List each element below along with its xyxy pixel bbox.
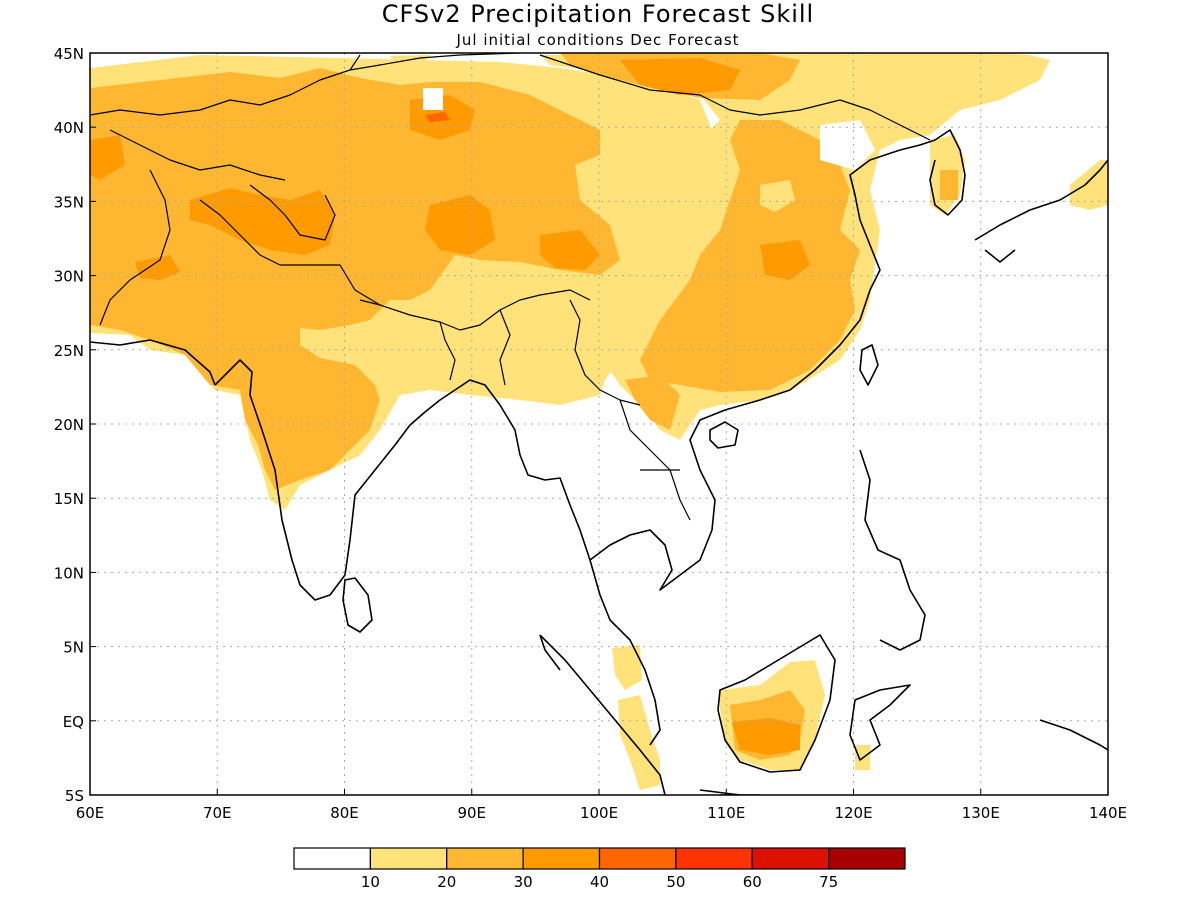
- legend-swatch: [369, 847, 448, 870]
- skill-shading-30-40: [90, 58, 810, 755]
- lon-tick-label: 130E: [962, 804, 1000, 822]
- legend-label: 20: [437, 873, 456, 891]
- map-title: CFSv2 Precipitation Forecast Skill: [382, 0, 814, 28]
- lat-tick-label: 20N: [54, 416, 84, 434]
- lon-tick-label: 70E: [203, 804, 232, 822]
- new-guinea-coast: [1039, 719, 1108, 751]
- legend-label: 10: [361, 873, 380, 891]
- lat-tick-label: 45N: [54, 45, 84, 63]
- latitude-tick-labels: 45N 40N 35N 30N 25N 20N 15N 10N 5N EQ 5S: [54, 45, 96, 805]
- plot-area: 60E 70E 80E 90E 100E 110E 120E 130E 140E 45N 40N 3…: [54, 45, 1127, 822]
- legend-swatch: [675, 847, 753, 870]
- colorbar-legend: 10 20 30 40 50 60 75: [293, 847, 906, 891]
- india-coast: [214, 359, 456, 601]
- legend-swatch: [598, 847, 677, 870]
- sulawesi-coast: [849, 684, 911, 761]
- bay-of-bengal-coast: [454, 379, 661, 746]
- lon-tick-label: 100E: [580, 804, 618, 822]
- lon-tick-label: 90E: [457, 804, 486, 822]
- legend-swatch: [293, 847, 371, 870]
- lat-tick-label: 5N: [63, 639, 84, 657]
- philippines-coast: [859, 449, 926, 651]
- lon-tick-label: 80E: [330, 804, 359, 822]
- legend-swatch: [751, 847, 830, 870]
- lat-tick-label: EQ: [63, 713, 84, 731]
- lat-tick-label: 35N: [54, 193, 84, 211]
- lat-tick-label: 10N: [54, 564, 84, 582]
- lat-tick-label: 15N: [54, 490, 84, 508]
- pakistan-coast: [90, 339, 216, 386]
- lon-tick-label: 110E: [707, 804, 745, 822]
- japan-coast: [974, 159, 1108, 263]
- lat-tick-label: 5S: [65, 787, 84, 805]
- lon-tick-label: 60E: [76, 804, 105, 822]
- sumatra-coast: [539, 634, 666, 795]
- lon-tick-label: 140E: [1089, 804, 1127, 822]
- skill-shading-40-50: [425, 112, 450, 122]
- legend-swatch: [828, 847, 906, 870]
- lat-tick-label: 30N: [54, 268, 84, 286]
- china-coast: [724, 139, 936, 411]
- hainan-coast: [709, 421, 739, 449]
- legend-swatch: [446, 847, 524, 870]
- lat-tick-label: 25N: [54, 342, 84, 360]
- map-subtitle: Jul initial conditions Dec Forecast: [455, 31, 739, 49]
- borneo-coast: [717, 634, 836, 773]
- java-coast: [699, 789, 760, 795]
- legend-swatch: [522, 847, 601, 870]
- legend-label: 75: [819, 873, 838, 891]
- legend-label: 40: [590, 873, 609, 891]
- lon-tick-label: 120E: [834, 804, 872, 822]
- coastlines: [90, 129, 1108, 795]
- sri-lanka-coast: [342, 577, 373, 633]
- korea-coast: [929, 129, 966, 216]
- skill-gaps: [423, 88, 875, 170]
- lat-tick-label: 40N: [54, 119, 84, 137]
- gridlines: [90, 53, 1108, 795]
- skill-shading-20-30: [90, 53, 958, 760]
- longitude-tick-labels: 60E 70E 80E 90E 100E 110E 120E 130E 140E: [76, 789, 1127, 822]
- taiwan-coast: [859, 344, 879, 386]
- legend-label: 30: [514, 873, 533, 891]
- indochina-coast: [589, 409, 726, 591]
- legend-label: 60: [743, 873, 762, 891]
- legend-label: 50: [666, 873, 685, 891]
- country-borders: [90, 53, 931, 521]
